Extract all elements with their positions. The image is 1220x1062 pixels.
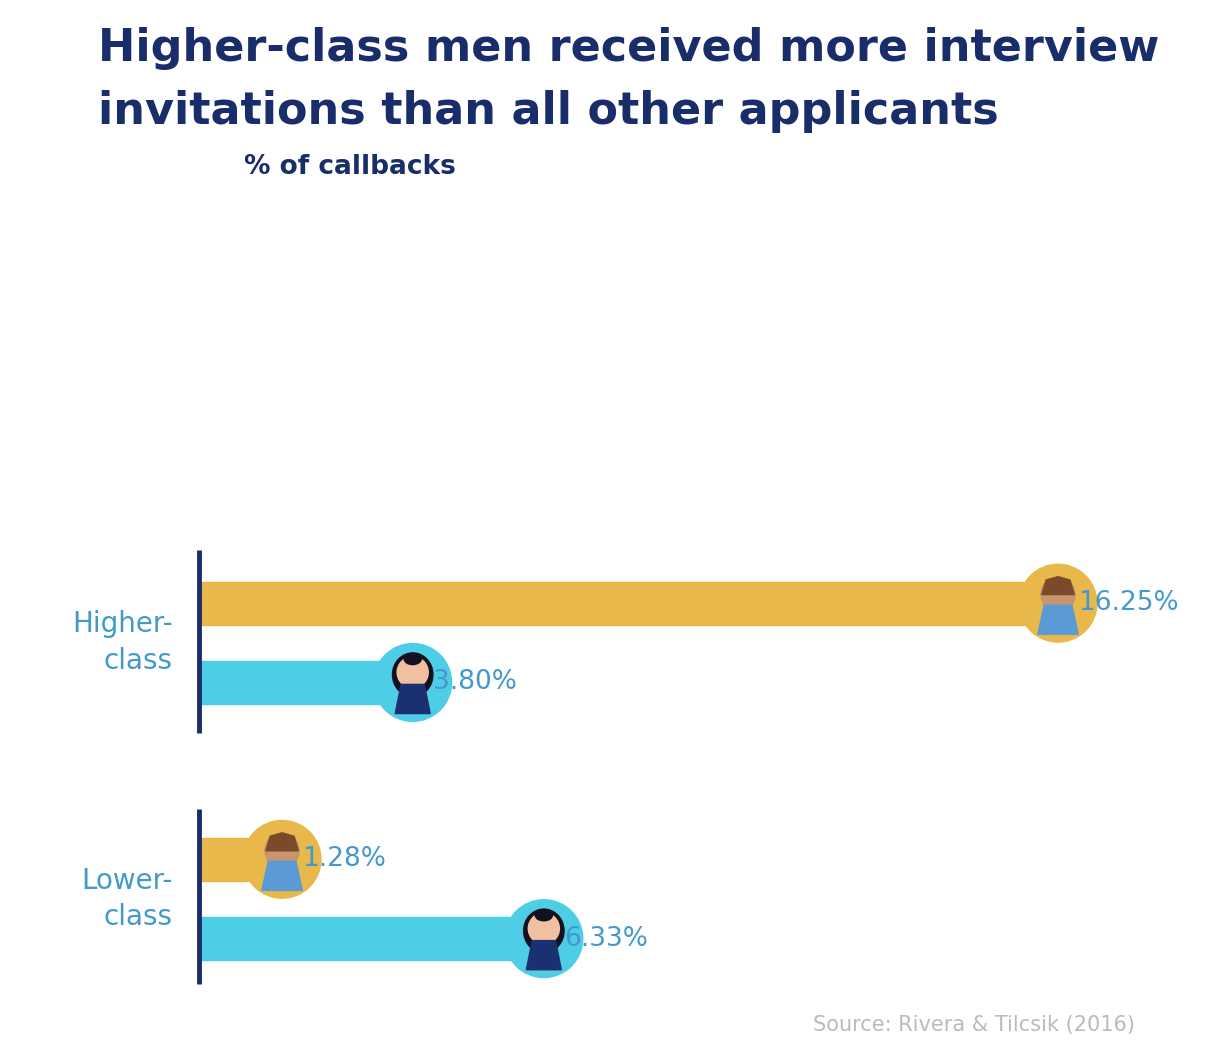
Ellipse shape xyxy=(393,653,433,697)
Text: Lower-
class: Lower- class xyxy=(82,867,173,931)
Ellipse shape xyxy=(404,654,421,665)
Ellipse shape xyxy=(398,656,428,688)
Ellipse shape xyxy=(523,909,564,953)
Ellipse shape xyxy=(1019,564,1097,643)
Polygon shape xyxy=(262,861,303,890)
Bar xyxy=(199,582,1041,624)
Text: % of callbacks: % of callbacks xyxy=(244,154,456,179)
Ellipse shape xyxy=(265,834,299,868)
Polygon shape xyxy=(266,833,299,851)
Text: 16.25%: 16.25% xyxy=(1077,590,1179,616)
Bar xyxy=(199,918,527,960)
Text: 1.28%: 1.28% xyxy=(301,846,386,872)
Ellipse shape xyxy=(528,913,560,944)
Bar xyxy=(199,838,265,880)
Text: 3.80%: 3.80% xyxy=(433,669,516,696)
Polygon shape xyxy=(1038,605,1078,634)
Polygon shape xyxy=(1042,577,1075,595)
Ellipse shape xyxy=(243,821,321,898)
Text: Source: Rivera & Tilcsik (2016): Source: Rivera & Tilcsik (2016) xyxy=(813,1015,1135,1035)
Ellipse shape xyxy=(505,900,583,977)
Polygon shape xyxy=(526,941,561,970)
Polygon shape xyxy=(395,684,431,714)
Ellipse shape xyxy=(373,644,451,721)
Text: Higher-class men received more interview: Higher-class men received more interview xyxy=(98,27,1159,69)
Ellipse shape xyxy=(1041,578,1075,612)
Text: invitations than all other applicants: invitations than all other applicants xyxy=(98,90,998,133)
Text: Higher-
class: Higher- class xyxy=(72,611,173,675)
Text: 6.33%: 6.33% xyxy=(564,926,648,952)
Ellipse shape xyxy=(536,910,553,921)
Bar xyxy=(199,662,395,704)
